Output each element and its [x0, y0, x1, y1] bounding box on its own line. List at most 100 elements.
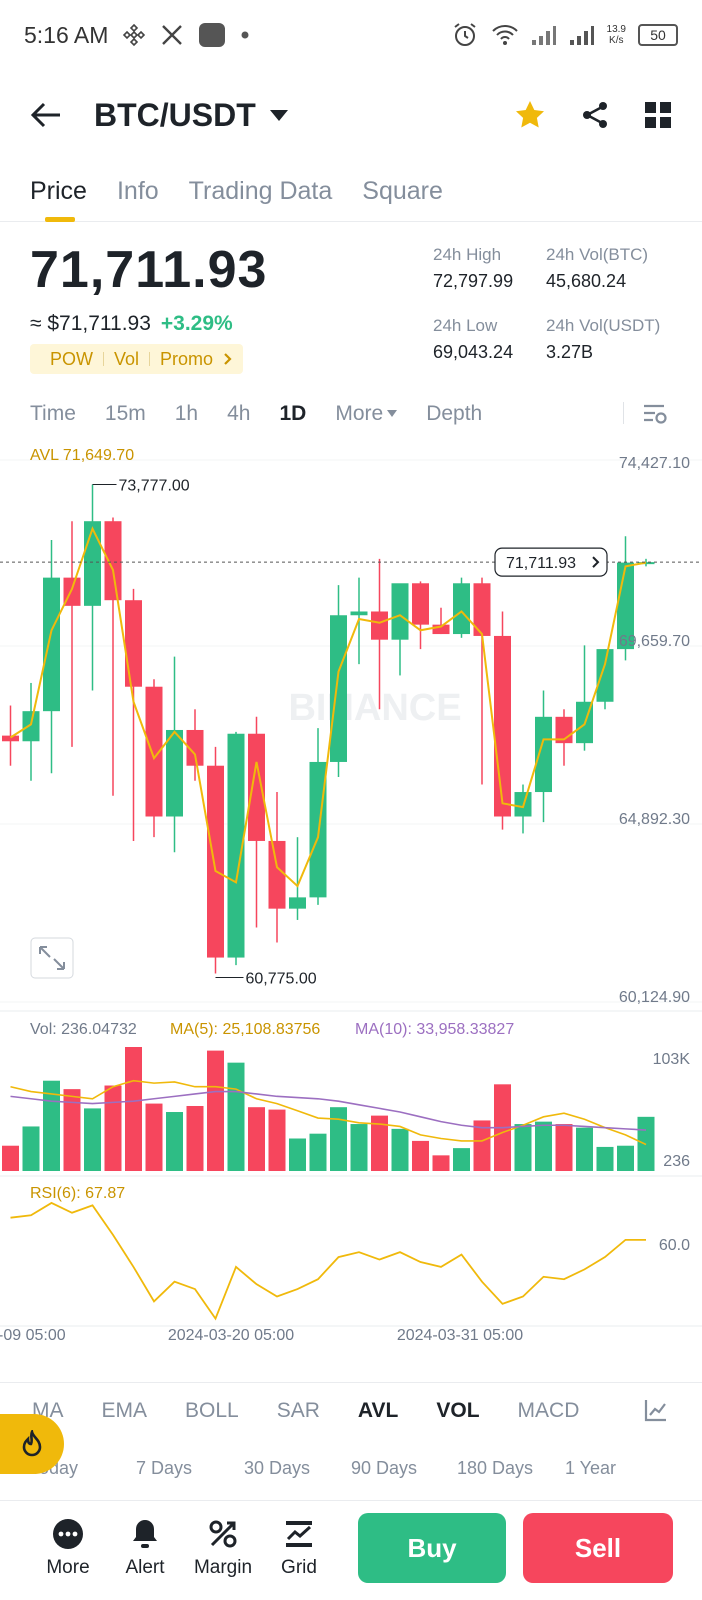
volume-bar — [166, 1112, 183, 1171]
timeframe-more[interactable]: More — [335, 402, 398, 426]
expand-chart-button[interactable] — [30, 937, 74, 979]
volume-bar — [309, 1133, 327, 1171]
more-button[interactable]: More — [33, 1517, 103, 1579]
volume-bar — [350, 1124, 368, 1171]
volume-axis-max: 103K — [653, 1051, 691, 1068]
tab-trading-data[interactable]: Trading Data — [188, 176, 333, 205]
indicator-avl[interactable]: AVL — [357, 1398, 399, 1422]
candle-body — [268, 840, 286, 909]
buy-button[interactable]: Buy — [358, 1513, 506, 1583]
tag-divider — [103, 352, 104, 366]
wifi-icon — [491, 25, 518, 45]
back-arrow-icon[interactable] — [30, 101, 62, 129]
period-90-days[interactable]: 90 Days — [351, 1458, 418, 1478]
caret-down-icon — [387, 410, 398, 417]
favorite-star-icon[interactable] — [514, 99, 546, 131]
tab-price[interactable]: Price — [30, 160, 87, 222]
candle — [248, 716, 265, 928]
signal-icon-2 — [569, 26, 594, 45]
tag-pow[interactable]: POW — [50, 348, 93, 369]
indicator-boll[interactable]: BOLL — [185, 1398, 239, 1422]
period-180-days[interactable]: 180 Days — [457, 1458, 534, 1478]
price-axis-label: 60,124.90 — [619, 989, 690, 1006]
timeframe-1h[interactable]: 1h — [174, 402, 199, 425]
candle — [22, 682, 40, 781]
battery-indicator: 50 — [638, 24, 678, 46]
indicator-ema[interactable]: EMA — [101, 1398, 148, 1422]
volume-ma5-label: MA(5): 25,108.83756 — [170, 1021, 320, 1038]
expand-icon — [39, 946, 65, 970]
volume-label: Vol: 236.04732 — [30, 1021, 137, 1038]
candle-body — [125, 600, 142, 687]
candle — [125, 588, 142, 841]
volume-bar — [453, 1148, 470, 1171]
avl-line — [9, 526, 647, 888]
volume-bar — [432, 1155, 450, 1171]
signal-icon-1 — [531, 26, 556, 45]
sell-button[interactable]: Sell — [523, 1513, 673, 1583]
stat-label: 24h Vol(USDT) — [546, 316, 661, 335]
share-icon[interactable] — [580, 100, 610, 130]
period-1-year[interactable]: 1 Year — [565, 1458, 617, 1478]
timeframe-4h[interactable]: 4h — [227, 402, 251, 425]
candle-body — [371, 611, 388, 640]
last-price: 71,711.93 — [30, 241, 268, 299]
stat-label: 24h Low — [433, 316, 498, 335]
candle-body — [494, 635, 511, 817]
timeframe-time[interactable]: Time — [30, 402, 76, 425]
top-navigation: BTC/USDT — [0, 80, 702, 150]
stat-label: 24h Vol(BTC) — [546, 245, 649, 264]
volume-bar — [43, 1080, 60, 1171]
kline-chart[interactable]: BINANCE 71,711.93 AVL 71,649.70 74,427.1… — [0, 447, 702, 1378]
x-axis-label: -09 05:00 — [0, 1327, 66, 1344]
bell-icon — [133, 1520, 157, 1548]
candle-body — [473, 583, 491, 636]
floating-action-button[interactable] — [0, 1414, 64, 1474]
timeframe-depth[interactable]: Depth — [426, 402, 483, 425]
tag-row[interactable]: POW Vol Promo — [30, 344, 244, 374]
binance-watermark: BINANCE — [288, 687, 461, 729]
percent-icon — [209, 1520, 237, 1548]
last-price-tag[interactable]: 71,711.93 — [494, 547, 608, 577]
bottom-action-bar: More Alert Margin Grid Buy Sell — [0, 1500, 702, 1600]
margin-button[interactable]: Margin — [188, 1517, 258, 1579]
volume-bar — [617, 1145, 634, 1171]
stat-24h-low: 69,043.24 — [433, 342, 514, 362]
indicator-vol[interactable]: VOL — [436, 1398, 480, 1422]
indicator-settings-icon[interactable] — [644, 1398, 668, 1422]
stat-24h-vol-usdt: 3.27B — [546, 342, 594, 362]
indicator-sar[interactable]: SAR — [276, 1398, 320, 1422]
timeframe-15m[interactable]: 15m — [104, 402, 146, 425]
volume-ma10-label: MA(10): 33,958.33827 — [355, 1021, 514, 1038]
alarm-icon — [453, 23, 476, 46]
candle — [207, 746, 224, 974]
candle — [43, 540, 60, 774]
volume-bar — [63, 1089, 81, 1171]
period-30-days[interactable]: 30 Days — [244, 1458, 311, 1478]
pair-dropdown-caret-icon[interactable] — [269, 109, 288, 121]
tag-promo[interactable]: Promo — [160, 348, 214, 369]
candle — [412, 581, 429, 650]
volume-bar — [514, 1124, 532, 1171]
grid-button[interactable]: Grid — [264, 1517, 334, 1579]
candle — [309, 728, 327, 905]
chart-settings-icon[interactable] — [642, 402, 668, 426]
rsi-axis-label: 60.0 — [659, 1237, 690, 1254]
alert-button[interactable]: Alert — [110, 1517, 180, 1579]
volume-ma10-line — [10, 1090, 647, 1131]
grid-menu-icon[interactable] — [644, 101, 672, 129]
timeframe-1d[interactable]: 1D — [279, 402, 307, 425]
indicator-bar: MA EMA BOLL SAR AVL VOL MACD — [0, 1382, 702, 1438]
tab-square[interactable]: Square — [362, 176, 443, 205]
trading-pair-title[interactable]: BTC/USDT — [94, 96, 256, 133]
candle — [391, 583, 409, 676]
volume-bar — [125, 1047, 142, 1171]
volume-bar — [2, 1145, 19, 1171]
tag-vol[interactable]: Vol — [114, 348, 140, 369]
volume-bar — [227, 1062, 245, 1171]
chevron-right-icon — [224, 353, 232, 365]
indicator-macd[interactable]: MACD — [517, 1398, 580, 1422]
period-7-days[interactable]: 7 Days — [136, 1458, 193, 1478]
tab-info[interactable]: Info — [116, 176, 159, 205]
more-dots-icon — [53, 1519, 83, 1549]
